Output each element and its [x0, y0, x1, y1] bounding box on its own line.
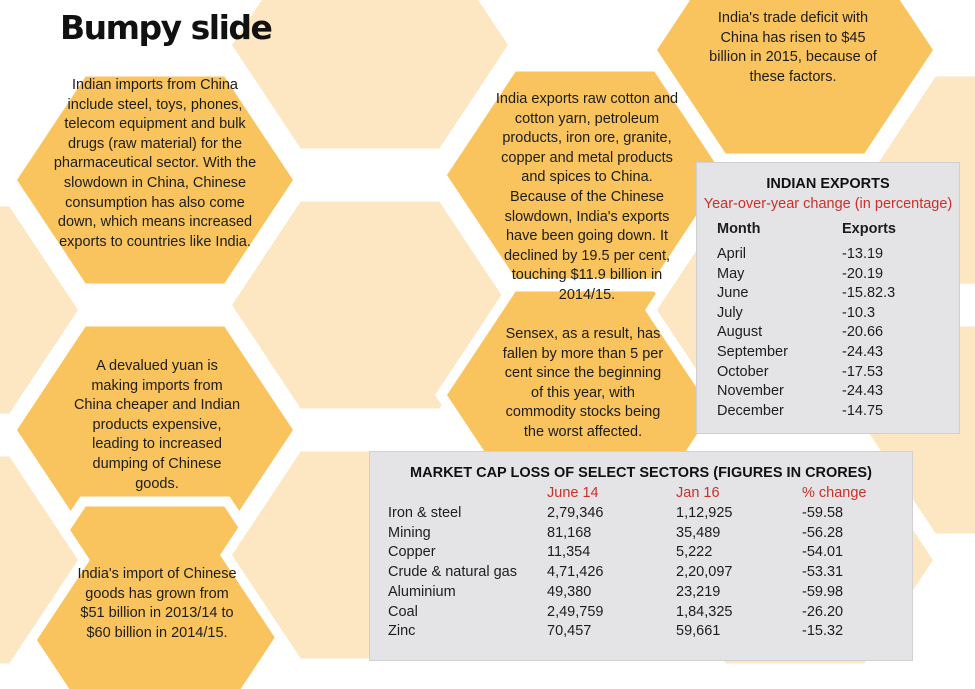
exports-value-cell: -20.66: [842, 324, 884, 341]
hex-cell: [219, 0, 521, 159]
market-jan16-cell: 5,222: [676, 544, 713, 561]
market-june14-cell: 2,79,346: [547, 505, 604, 521]
page-title: Bumpy slide: [60, 8, 273, 47]
market-header-change: % change: [802, 485, 867, 501]
exports-month-cell: October: [717, 363, 769, 380]
market-jan16-cell: 35,489: [676, 524, 721, 541]
exports-month-cell: May: [717, 265, 745, 282]
exports-value-cell: -17.53: [842, 363, 884, 380]
market-jan16-cell: 59,661: [676, 623, 721, 640]
market-june14-cell: 2,49,759: [547, 603, 604, 620]
exports-value-cell: -24.43: [842, 383, 884, 400]
market-june14-cell: 81,168: [547, 524, 592, 541]
exports-value-cell: -13.19: [842, 246, 884, 262]
market-june14-cell: 4,71,426: [547, 564, 604, 581]
market-june14-cell: 70,457: [547, 623, 592, 640]
market-change-cell: -56.28: [802, 524, 844, 541]
hex-cell: [219, 191, 521, 419]
market-sector-cell: Copper: [388, 544, 436, 561]
indian-exports-table: INDIAN EXPORTS Year-over-year change (in…: [697, 163, 959, 433]
hex-cell: [0, 196, 91, 424]
market-change-cell: -15.32: [802, 623, 844, 640]
market-jan16-cell: 1,12,925: [676, 505, 733, 521]
exports-month-cell: August: [717, 324, 763, 341]
market-jan16-cell: 1,84,325: [676, 603, 733, 620]
market-sector-cell: Crude & natural gas: [388, 564, 517, 581]
market-change-cell: -59.58: [802, 505, 844, 521]
exports-month-cell: September: [717, 344, 788, 360]
exports-header-month: Month: [717, 221, 761, 237]
market-change-cell: -54.01: [802, 544, 844, 561]
market-sector-cell: Iron & steel: [388, 505, 462, 521]
yuan-blurb: A devalued yuan is making imports from C…: [73, 358, 241, 492]
exports-table-subtitle: Year-over-year change (in percentage): [703, 196, 953, 212]
market-table-title: MARKET CAP LOSS OF SELECT SECTORS (FIGUR…: [410, 465, 872, 481]
hex-cell: [4, 66, 306, 294]
market-june14-cell: 11,354: [547, 544, 591, 561]
exports-value-cell: -10.3: [842, 304, 876, 321]
exports-month-cell: November: [717, 383, 784, 400]
market-jan16-cell: 2,20,097: [676, 564, 733, 581]
exports-month-cell: April: [717, 246, 747, 262]
exports-value-cell: -14.75: [842, 402, 884, 419]
trade-deficit-blurb: India's trade deficit with China has ris…: [709, 10, 877, 85]
exports-value-cell: -24.43: [842, 344, 884, 360]
exports-month-cell: December: [717, 402, 784, 419]
market-cap-table: MARKET CAP LOSS OF SELECT SECTORS (FIGUR…: [370, 452, 912, 660]
sensex-blurb: Sensex, as a result, has fallen by more …: [502, 326, 664, 440]
market-change-cell: -59.98: [802, 583, 844, 600]
exports-value-cell: -15.82.3: [842, 285, 896, 302]
market-header-june14: June 14: [547, 485, 599, 501]
market-change-cell: -53.31: [802, 564, 844, 581]
exports-month-cell: June: [717, 285, 749, 302]
exports-header-exports: Exports: [842, 221, 896, 237]
market-sector-cell: Coal: [388, 603, 418, 620]
market-jan16-cell: 23,219: [676, 583, 721, 600]
market-sector-cell: Aluminium: [388, 583, 456, 600]
exports-value-cell: -20.19: [842, 265, 884, 282]
exports-table-title: INDIAN EXPORTS: [766, 176, 890, 192]
market-change-cell: -26.20: [802, 603, 844, 620]
market-header-jan16: Jan 16: [676, 485, 720, 501]
exports-blurb: India exports raw cotton and cotton yarn…: [495, 91, 679, 303]
import-growth-blurb: India's import of Chinese goods has grow…: [77, 566, 237, 641]
imports-blurb: Indian imports from China include steel,…: [53, 77, 257, 250]
market-june14-cell: 49,380: [547, 583, 592, 600]
hex-cell: [644, 0, 946, 164]
exports-month-cell: July: [717, 304, 743, 321]
hex-cell: [0, 446, 91, 674]
market-sector-cell: Mining: [388, 524, 431, 541]
market-sector-cell: Zinc: [388, 623, 416, 640]
